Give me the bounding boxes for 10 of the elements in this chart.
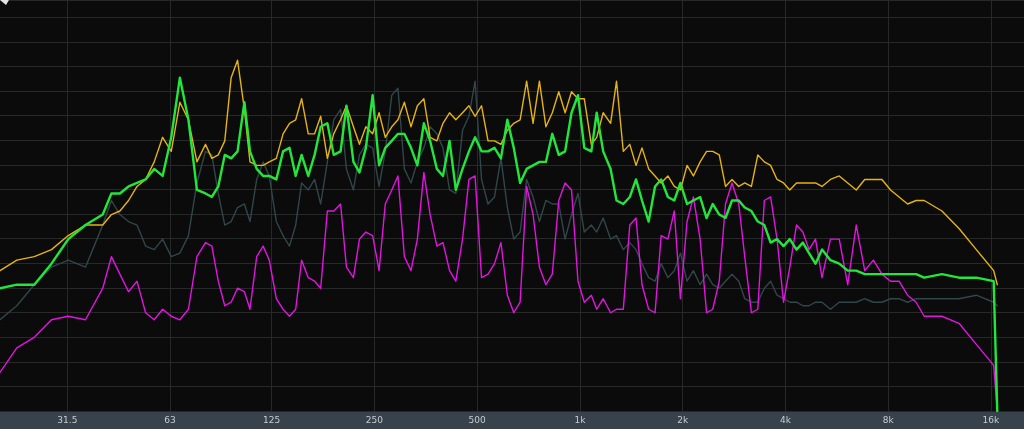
x-tick-label: 31.5: [57, 414, 78, 425]
x-tick-label: 1k: [574, 414, 587, 425]
x-tick-label: 4k: [779, 414, 792, 425]
x-tick-label: 125: [263, 414, 281, 425]
x-tick-label: 16k: [982, 414, 1001, 425]
x-tick-label: 250: [365, 414, 384, 425]
x-tick-label: 8k: [882, 414, 895, 425]
x-tick-label: 2k: [677, 414, 689, 425]
x-tick-label: 500: [468, 414, 487, 425]
x-tick-label: 63: [164, 414, 176, 425]
